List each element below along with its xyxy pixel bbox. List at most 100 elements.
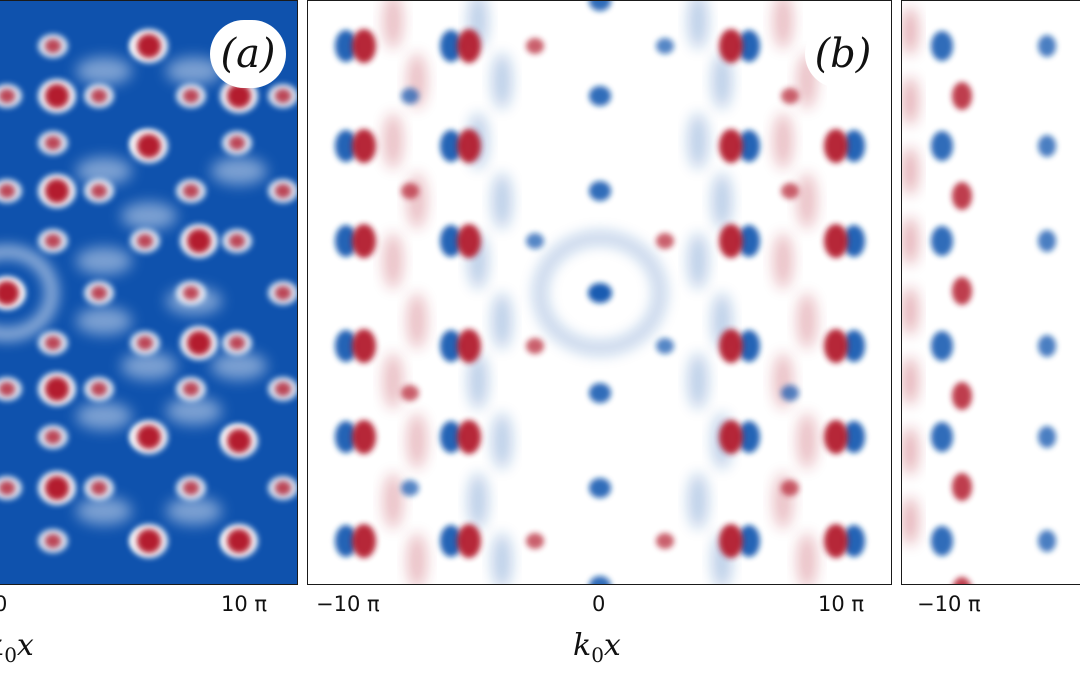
heatmap-b-pairneg-16 <box>335 421 357 453</box>
heatmap-a-dot-20 <box>275 286 291 300</box>
heatmap-c-edge-380 <box>902 357 918 405</box>
heatmap-a-dot-18 <box>91 286 107 300</box>
heatmap-a-dot-5 <box>183 89 199 103</box>
heatmap-b-col-0 <box>589 1 611 11</box>
heatmap-c-pos-3 <box>952 382 972 410</box>
heatmap-b-band-0-200 <box>407 173 427 229</box>
heatmap-b-pairneg-0 <box>335 30 357 62</box>
heatmap-b-pairneg-20 <box>335 525 357 557</box>
heatmap-a-ring <box>0 246 57 340</box>
heatmap-panel-a <box>0 0 298 585</box>
heatmap-b-band-0-440 <box>407 413 427 469</box>
heatmap-b-pairpos-5 <box>457 129 481 163</box>
heatmap-b-small-4 <box>781 88 799 104</box>
heatmap-b-pairpos-22 <box>719 524 743 558</box>
heatmap-a-dot-32 <box>91 481 107 495</box>
heatmap-c-pos-2 <box>952 277 972 305</box>
heatmap-c-neg-0 <box>931 31 953 61</box>
heatmap-b-pairpos-17 <box>457 420 481 454</box>
heatmap-a-dot-9 <box>229 136 245 150</box>
heatmap-a-dot-25 <box>91 382 107 396</box>
heatmap-a-dot-15 <box>137 234 153 248</box>
heatmap-b-pairneg-19 <box>843 421 865 453</box>
heatmap-c-pos-1 <box>952 182 972 210</box>
heatmap-a-dot-14 <box>45 234 61 248</box>
heatmap-c-pos-4 <box>952 473 972 501</box>
heatmap-a-peak-6 <box>0 281 19 305</box>
heatmap-b-pairpos-4 <box>352 129 376 163</box>
heatmap-a-dot-16 <box>229 234 245 248</box>
heatmap-b-band-3-20 <box>773 1 793 49</box>
heatmap-b-pairpos-7 <box>824 129 848 163</box>
heatmap-a-web-11 <box>166 397 222 425</box>
heatmap-a-peak-0 <box>137 34 161 58</box>
heatmap-a-peak-3 <box>137 134 161 158</box>
heatmap-c-edge-520 <box>902 497 918 545</box>
heatmap-b-band-3-200 <box>797 173 817 229</box>
heatmap-b-pairpos-9 <box>457 224 481 258</box>
heatmap-a-peak-12 <box>137 529 161 553</box>
heatmap-b-col-3 <box>589 383 611 403</box>
heatmap-b-pairneg-1 <box>440 30 462 62</box>
heatmap-b-small-9 <box>656 38 674 54</box>
heatmap-b-small-12 <box>526 233 544 249</box>
heatmap-panel-c <box>901 0 1080 585</box>
heatmap-b-band-3-320 <box>797 293 817 349</box>
heatmap-b-pairneg-17 <box>440 421 462 453</box>
heatmap-a-canvas <box>0 1 297 584</box>
heatmap-b-band-3-140 <box>773 113 793 169</box>
heatmap-b-small-10 <box>526 533 544 549</box>
heatmap-b-pairneg-23 <box>843 525 865 557</box>
heatmap-b-small-6 <box>781 385 799 401</box>
x-tick-label-c-0: −10 π <box>917 592 981 616</box>
heatmap-a-web-5 <box>76 247 132 275</box>
heatmap-b-band-0-560 <box>407 533 427 584</box>
heatmap-b-pairneg-6 <box>738 130 760 162</box>
heatmap-a-dot-21 <box>45 336 61 350</box>
heatmap-b-band-0-20 <box>383 1 403 49</box>
heatmap-c-edge-170 <box>902 147 918 195</box>
x-tick-label-b-0: −10 π <box>316 592 380 616</box>
heatmap-b-pairpos-12 <box>352 329 376 363</box>
heatmap-b-pairpos-21 <box>457 524 481 558</box>
panel-label-b: (b) <box>805 20 881 88</box>
heatmap-b-band-3-260 <box>773 233 793 289</box>
heatmap-b-col-1 <box>589 86 611 106</box>
heatmap-a-web-12 <box>76 497 132 525</box>
heatmap-b-pairpos-19 <box>824 420 848 454</box>
heatmap-b-col-5 <box>589 576 611 584</box>
heatmap-a-dot-3 <box>0 89 15 103</box>
heatmap-b-small-14 <box>526 338 544 354</box>
heatmap-c-neg-5 <box>931 526 953 556</box>
x-tick-label-b-1: 0 <box>592 592 606 616</box>
heatmap-a-peak-10 <box>227 429 251 453</box>
heatmap-a-dot-6 <box>275 89 291 103</box>
heatmap-c-neg-4 <box>931 422 953 452</box>
heatmap-b-pairpos-6 <box>719 129 743 163</box>
x-tick-label-b-2: 10 π <box>818 592 865 616</box>
heatmap-a-dot-26 <box>183 382 199 396</box>
heatmap-b-col-4 <box>589 478 611 498</box>
heatmap-a-peak-8 <box>45 377 69 401</box>
heatmap-b-pairneg-5 <box>440 130 462 162</box>
heatmap-a-dot-31 <box>0 481 15 495</box>
heatmap-b-pairneg-9 <box>440 225 462 257</box>
heatmap-b-pairpos-8 <box>352 224 376 258</box>
heatmap-b-band-0-380 <box>383 353 403 409</box>
heatmap-b-pairneg-4 <box>335 130 357 162</box>
heatmap-b-small-0 <box>401 88 419 104</box>
heatmap-a-peak-9 <box>137 425 161 449</box>
heatmap-b-pairpos-20 <box>352 524 376 558</box>
heatmap-b-pairpos-15 <box>824 329 848 363</box>
heatmap-b-band-1-500 <box>468 473 488 529</box>
heatmap-c-edge-450 <box>902 427 918 475</box>
heatmap-a-dot-4 <box>91 89 107 103</box>
heatmap-c-edge-310 <box>902 287 918 335</box>
heatmap-b-pairneg-21 <box>440 525 462 557</box>
heatmap-a-dot-23 <box>229 336 245 350</box>
heatmap-b-small-1 <box>401 183 419 199</box>
heatmap-c-edge-30 <box>902 7 918 55</box>
heatmap-b-band-1-440 <box>492 413 512 469</box>
heatmap-a-dot-11 <box>91 184 107 198</box>
heatmap-c-neg2-4 <box>1038 426 1056 448</box>
